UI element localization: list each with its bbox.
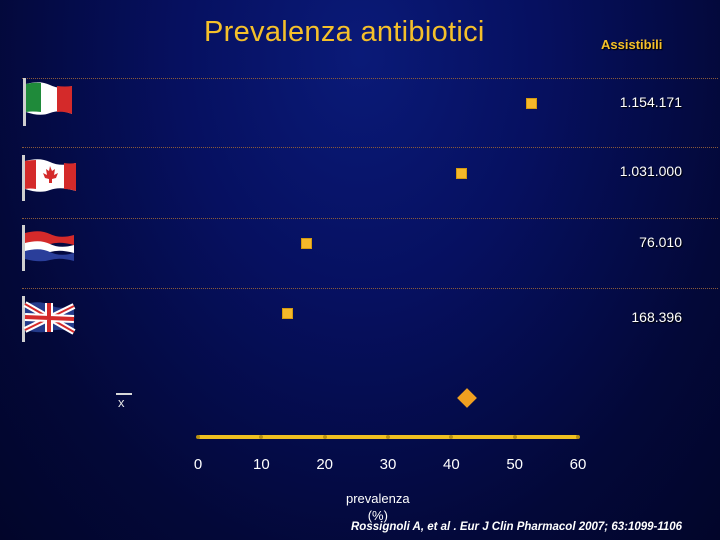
mean-point [457, 388, 478, 408]
canada-data-point [455, 168, 467, 179]
x-tick-mark [196, 435, 200, 439]
x-axis-label-line-1: prevalenza [346, 491, 410, 506]
mean-bar [116, 393, 132, 395]
netherlands-flag-icon [22, 225, 74, 271]
gridline [22, 218, 718, 219]
x-tick-label: 0 [193, 456, 203, 473]
canada-flag-icon [22, 155, 76, 201]
x-tick-label: 10 [252, 456, 270, 473]
italy-flag-icon [23, 78, 72, 126]
italy-assistibili-label: 1.154.171 [619, 94, 682, 110]
canada-assistibili-label: 1.031.000 [619, 163, 682, 179]
citation: Rossignoli A, et al . Eur J Clin Pharmac… [351, 521, 683, 533]
x-tick-label: 50 [506, 456, 523, 473]
uk-data-point [281, 308, 293, 319]
x-tick-label: 40 [442, 456, 460, 473]
mean-symbol: x [118, 395, 125, 410]
x-tick-label: 30 [379, 456, 397, 473]
uk-flag-icon [22, 296, 76, 342]
x-tick-mark [322, 435, 327, 439]
x-tick-mark [449, 435, 454, 439]
netherlands-assistibili-label: 76.010 [639, 234, 682, 250]
uk-assistibili-label: 168.396 [631, 309, 682, 325]
italy-data-point [525, 98, 537, 109]
assistibili-header: Assistibili [601, 37, 663, 52]
x-tick-mark [386, 435, 390, 439]
x-tick-mark [512, 435, 517, 439]
x-axis-label-line-2: (%) [367, 508, 388, 523]
chart-title: Prevalenza antibiotici [204, 16, 485, 48]
netherlands-data-point [300, 238, 312, 249]
gridline [22, 78, 718, 79]
x-tick-mark [576, 435, 580, 439]
x-axis-label: prevalenza (%) [346, 490, 410, 524]
gridline [22, 147, 718, 148]
x-tick-label: 20 [316, 456, 333, 473]
x-tick-label: 60 [569, 456, 587, 473]
gridline [22, 288, 718, 289]
x-tick-mark [259, 435, 264, 439]
